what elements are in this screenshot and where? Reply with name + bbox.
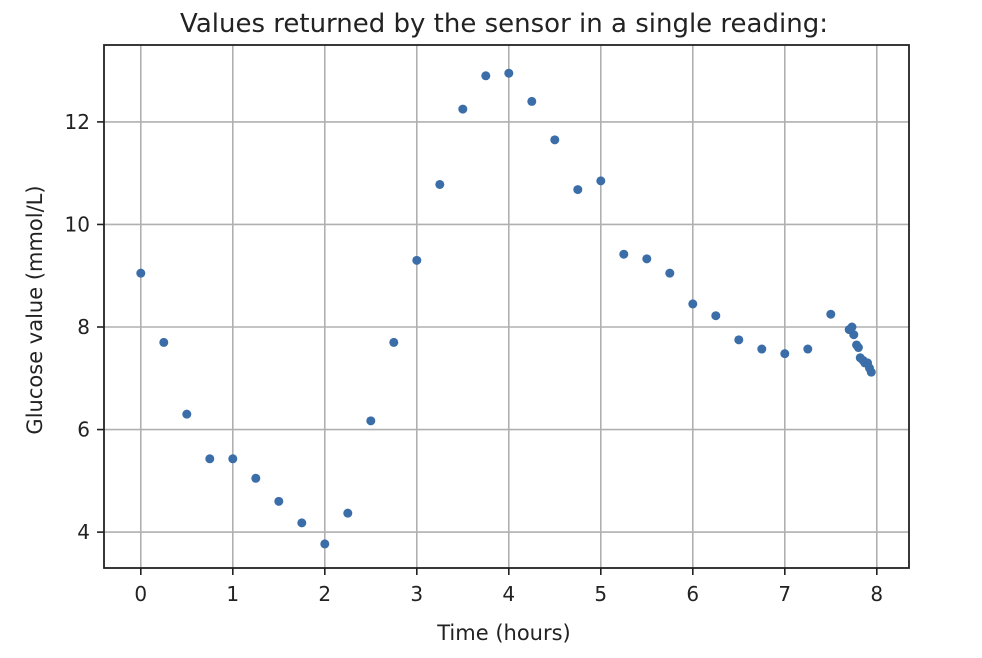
x-tick-label: 2 xyxy=(318,582,331,606)
data-point xyxy=(619,249,629,259)
data-point xyxy=(504,68,514,78)
data-point xyxy=(481,71,491,81)
data-point xyxy=(711,311,721,321)
data-point xyxy=(182,409,192,419)
x-tick-label: 0 xyxy=(134,582,147,606)
x-tick-label: 8 xyxy=(870,582,883,606)
data-point xyxy=(228,454,238,464)
data-point xyxy=(665,268,675,278)
data-point xyxy=(757,344,767,354)
data-point xyxy=(412,255,422,265)
y-tick-label: 4 xyxy=(77,520,90,544)
chart-title: Values returned by the sensor in a singl… xyxy=(180,9,828,39)
data-point xyxy=(780,349,790,359)
data-point xyxy=(826,309,836,319)
x-tick-label: 6 xyxy=(686,582,699,606)
data-point xyxy=(251,473,261,483)
data-point xyxy=(527,96,537,106)
data-point xyxy=(849,330,859,340)
y-tick-label: 12 xyxy=(65,110,90,134)
data-point xyxy=(159,337,169,347)
x-tick-label: 5 xyxy=(594,582,607,606)
x-tick-label: 1 xyxy=(226,582,239,606)
x-tick-label: 4 xyxy=(502,582,515,606)
data-point xyxy=(136,268,146,278)
data-point xyxy=(596,176,606,186)
x-tick-label: 7 xyxy=(778,582,791,606)
data-point xyxy=(435,179,445,189)
x-tick-label: 3 xyxy=(410,582,423,606)
data-point xyxy=(550,135,560,145)
grid xyxy=(104,45,909,568)
data-point xyxy=(853,343,863,353)
data-point xyxy=(366,416,376,426)
data-point xyxy=(205,454,215,464)
data-point xyxy=(389,337,399,347)
data-point xyxy=(274,496,284,506)
y-tick-label: 8 xyxy=(77,315,90,339)
y-tick-label: 10 xyxy=(65,212,90,236)
data-point xyxy=(642,254,652,264)
data-point xyxy=(688,299,698,309)
data-point xyxy=(458,104,468,114)
x-axis-label: Time (hours) xyxy=(436,621,571,645)
y-tick-label: 6 xyxy=(77,418,90,442)
data-point xyxy=(734,335,744,345)
data-point xyxy=(803,344,813,354)
data-point xyxy=(847,322,857,332)
data-point xyxy=(573,185,583,195)
data-point xyxy=(320,539,330,549)
data-point xyxy=(297,518,307,528)
plot-frame xyxy=(103,44,910,569)
data-points xyxy=(136,68,876,549)
data-point xyxy=(866,367,876,377)
data-point xyxy=(343,508,353,518)
y-axis-label: Glucose value (mmol/L) xyxy=(23,185,47,434)
